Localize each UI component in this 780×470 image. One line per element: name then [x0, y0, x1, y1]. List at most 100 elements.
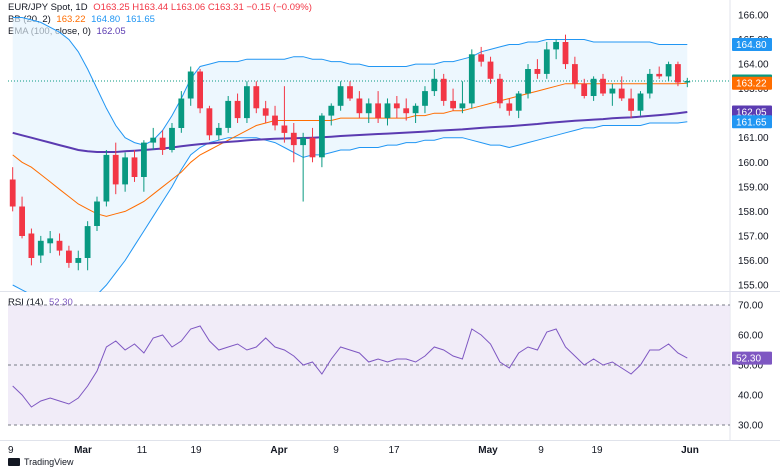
bollinger-lower-line	[12, 121, 688, 292]
candle-body	[84, 226, 91, 258]
bb-lower-value: 161.65	[125, 14, 155, 25]
candle-body	[478, 54, 485, 62]
bb-lower-tag-text: 161.65	[736, 117, 767, 128]
rsi-tick-label: 50.00	[738, 361, 763, 372]
rsi-value-tag-text: 52.30	[736, 354, 761, 365]
time-tick-label: 11	[137, 445, 148, 456]
candle-body	[337, 86, 344, 106]
candle-body	[487, 61, 494, 79]
ema-tag-bg	[732, 105, 772, 119]
candle-body	[375, 103, 381, 119]
candle-body	[440, 78, 447, 101]
candle-body	[272, 115, 278, 126]
candle-body	[646, 73, 653, 94]
candle-body	[178, 98, 185, 128]
candle-body	[431, 78, 438, 92]
price-tick-label: 160.00	[738, 158, 769, 169]
rsi-tick-label: 60.00	[738, 331, 763, 342]
candle-body	[543, 49, 550, 74]
price-tick-label: 161.00	[738, 133, 769, 144]
candle-body	[169, 127, 175, 150]
rsi-line	[12, 325, 688, 408]
candle-body	[75, 258, 82, 263]
time-tick-label: Jun	[681, 445, 699, 456]
candle-body	[159, 137, 166, 150]
candle-body	[9, 179, 16, 207]
rsi-tick-label: 30.00	[738, 421, 763, 432]
candle-body	[365, 103, 372, 114]
time-tick-label: 19	[190, 445, 202, 456]
candle-body	[319, 115, 325, 158]
rsi-legend: RSI (14) 52.30	[8, 297, 73, 309]
candle-body	[244, 86, 250, 119]
candle-body	[572, 64, 578, 84]
time-tick-label: Mar	[74, 445, 92, 456]
candle-body	[590, 78, 597, 96]
candle-body	[412, 105, 419, 114]
candle-body	[356, 98, 363, 114]
candle-body	[665, 64, 672, 77]
candle-body	[281, 125, 288, 133]
rsi-tick-label: 40.00	[738, 391, 763, 402]
rsi-panel[interactable]: 30.00 40.00 50.00 60.00 70.00 52.30	[0, 292, 780, 440]
rsi-chart[interactable]: 30.00 40.00 50.00 60.00 70.00 52.30	[0, 292, 780, 440]
candle-body	[581, 83, 588, 96]
rsi-value-tag-bg	[732, 351, 772, 365]
candle-body	[112, 154, 119, 185]
candle-body	[206, 108, 213, 136]
candle-body	[56, 240, 63, 251]
candle-body	[262, 108, 269, 116]
candle-body	[618, 88, 625, 99]
ema-value: 162.05	[96, 26, 126, 37]
ema-line	[12, 111, 688, 153]
candle-body	[197, 71, 203, 109]
candle-body	[525, 69, 531, 94]
candle-body	[656, 73, 663, 77]
candle-body	[47, 238, 54, 244]
symbol-title: EUR/JPY Spot, 1D	[8, 2, 88, 13]
candle-body	[131, 157, 138, 177]
candle-body	[215, 127, 222, 136]
time-tick-label: Apr	[270, 445, 287, 456]
bb-lower-tag: 161.65	[732, 115, 772, 129]
candle-body	[553, 42, 559, 50]
candle-body	[600, 78, 606, 94]
time-tick-label: 17	[388, 445, 400, 456]
candle-body	[103, 154, 110, 202]
candle-body	[28, 233, 35, 258]
chart-legend-ohlc: EUR/JPY Spot, 1D O163.25 H163.44 L163.06…	[8, 2, 312, 14]
tradingview-brand: TradingView	[8, 457, 74, 467]
time-axis-svg[interactable]: 9 Mar 11 19 Apr 9 17 May 9 19 Jun	[0, 440, 780, 458]
price-chart[interactable]: 155.00 156.00 157.00 158.00 159.00 160.00 161.…	[0, 0, 780, 292]
bb-basis-tag-text: 163.22	[736, 79, 767, 90]
candle-body	[187, 71, 194, 99]
price-tick-label: 157.00	[738, 231, 769, 242]
candle-body	[403, 108, 410, 114]
brand-name: TradingView	[24, 457, 74, 467]
price-panel[interactable]: 155.00 156.00 157.00 158.00 159.00 160.00 161.…	[0, 0, 780, 292]
candle-body	[675, 64, 681, 83]
ema-tag-text: 162.05	[736, 107, 767, 118]
candle-body	[468, 54, 475, 104]
ohlc-values: O163.25 H163.44 L163.06 C163.31 −0.15 (−…	[93, 2, 312, 13]
bb-upper-value: 164.80	[91, 14, 121, 25]
candle-body	[150, 137, 157, 143]
candle-body	[19, 206, 25, 236]
candle-body	[66, 250, 72, 263]
candle-body	[300, 137, 306, 146]
price-tick-label: 159.00	[738, 182, 769, 193]
candle-body	[506, 103, 513, 111]
tradingview-logo-icon	[8, 458, 20, 466]
candle-body	[459, 103, 466, 109]
candle-body	[684, 81, 691, 83]
rsi-label: RSI (14)	[8, 297, 44, 308]
candle-body	[225, 100, 232, 128]
bb-basis-value: 163.22	[56, 14, 86, 25]
candle-body	[290, 132, 297, 146]
candle-body	[497, 78, 503, 104]
price-tick-label: 166.00	[738, 11, 769, 22]
time-axis[interactable]: 9 Mar 11 19 Apr 9 17 May 9 19 Jun	[0, 440, 780, 458]
bollinger-upper-line	[12, 17, 688, 146]
time-tick-label: May	[478, 445, 498, 456]
price-tick-label: 155.00	[738, 281, 769, 292]
